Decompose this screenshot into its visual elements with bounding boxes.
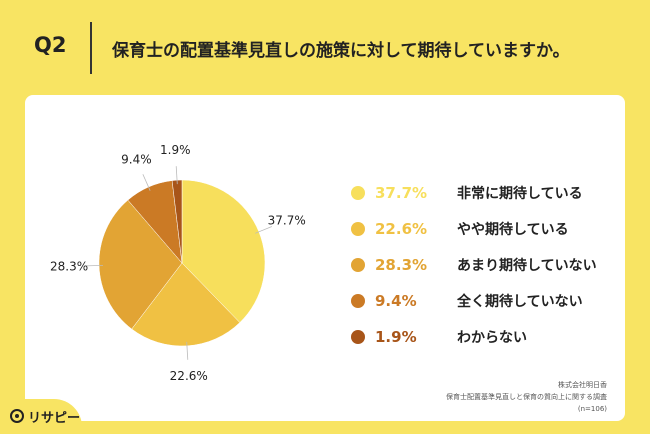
leader-line-4 bbox=[142, 174, 151, 191]
legend-swatch bbox=[351, 330, 365, 344]
legend-swatch bbox=[351, 222, 365, 236]
slice-label-1: 37.7% bbox=[268, 214, 306, 228]
legend-item-5: 1.9% わからない bbox=[351, 319, 597, 355]
slice-label-2: 22.6% bbox=[170, 369, 208, 383]
legend-label: 全く期待していない bbox=[457, 294, 583, 310]
legend-swatch bbox=[351, 258, 365, 272]
legend-label: あまり期待していない bbox=[457, 258, 597, 274]
legend-item-3: 28.3% あまり期待していない bbox=[351, 247, 597, 283]
question-title: 保育士の配置基準見直しの施策に対して期待していますか。 bbox=[112, 41, 570, 61]
source-sample-size: (n=106) bbox=[577, 405, 607, 413]
legend-swatch bbox=[351, 294, 365, 308]
header-divider bbox=[90, 22, 92, 74]
leader-line-5 bbox=[175, 166, 178, 185]
source-note: 株式会社明日香 保育士配置基準見直しと保育の質向上に関する調査 (n=106) bbox=[446, 379, 607, 415]
legend-swatch bbox=[351, 186, 365, 200]
pie-chart: 37.7% 22.6% 28.3% 9.4% 1.9% bbox=[50, 143, 306, 383]
legend-percent: 1.9% bbox=[375, 328, 417, 346]
legend-label: やや期待している bbox=[457, 222, 569, 238]
legend-percent: 9.4% bbox=[375, 292, 417, 310]
legend-item-2: 22.6% やや期待している bbox=[351, 211, 597, 247]
legend-item-1: 37.7% 非常に期待している bbox=[351, 175, 597, 211]
chart-legend: 37.7% 非常に期待している 22.6% やや期待している 28.3% あまり期待してい… bbox=[351, 175, 597, 355]
chart-card: 37.7% 22.6% 28.3% 9.4% 1.9% 37.7% 非常に期待している 22… bbox=[25, 95, 625, 421]
leader-line-2 bbox=[186, 341, 189, 360]
legend-percent: 37.7% bbox=[375, 184, 428, 202]
source-company: 株式会社明日香 bbox=[558, 381, 607, 389]
legend-label: わからない bbox=[457, 330, 527, 346]
logo-icon bbox=[10, 409, 24, 423]
slice-label-4: 9.4% bbox=[121, 153, 152, 167]
slice-label-5: 1.9% bbox=[160, 143, 191, 157]
legend-percent: 22.6% bbox=[375, 220, 428, 238]
leader-line-3 bbox=[85, 264, 104, 267]
slice-label-3: 28.3% bbox=[50, 259, 88, 273]
logo-text: リサピー bbox=[28, 411, 81, 426]
legend-item-4: 9.4% 全く期待していない bbox=[351, 283, 597, 319]
legend-percent: 28.3% bbox=[375, 256, 428, 274]
source-survey: 保育士配置基準見直しと保育の質向上に関する調査 bbox=[446, 393, 607, 401]
legend-label: 非常に期待している bbox=[457, 186, 583, 202]
question-number: Q2 bbox=[34, 33, 67, 57]
brand-logo: リサピー bbox=[0, 399, 82, 434]
leader-line-1 bbox=[255, 226, 273, 234]
